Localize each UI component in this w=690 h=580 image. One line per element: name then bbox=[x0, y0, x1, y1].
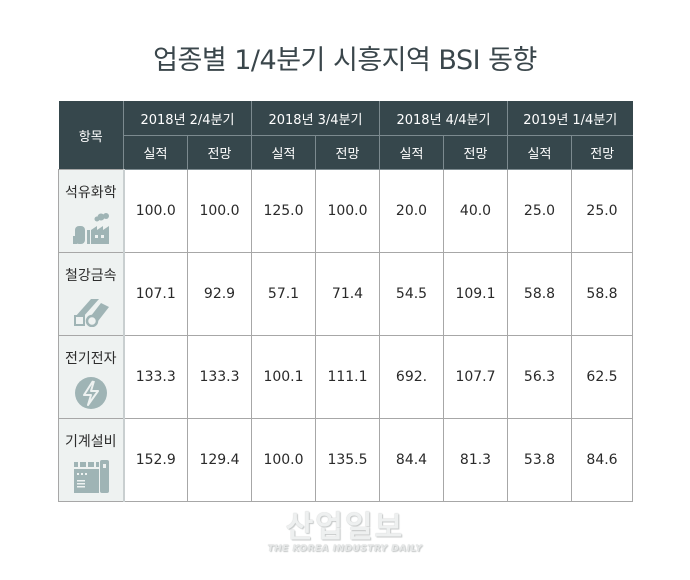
period-header: 2018년 2/4분기 bbox=[123, 101, 252, 136]
value-cell: 692. bbox=[379, 335, 444, 419]
sub-header-forecast: 전망 bbox=[315, 135, 380, 170]
sub-header-actual: 실적 bbox=[379, 135, 444, 170]
value-cell: 40.0 bbox=[443, 169, 508, 253]
category-cell: 기계설비 bbox=[58, 418, 125, 502]
category-cell: 철강금속 bbox=[58, 252, 125, 336]
category-cell: 석유화학 bbox=[58, 169, 125, 253]
value-cell: 62.5 bbox=[571, 335, 633, 419]
sub-header-actual: 실적 bbox=[123, 135, 188, 170]
value-cell: 111.1 bbox=[315, 335, 380, 419]
watermark-english: THE KOREA INDUSTRY DAILY bbox=[267, 544, 423, 554]
item-header: 항목 bbox=[58, 101, 124, 170]
table-row: 전기전자 133.3 133.3 100.1 111.1 692. 107.7 … bbox=[58, 335, 633, 419]
watermark-korean: 산업일보 bbox=[285, 510, 405, 545]
value-cell: 129.4 bbox=[187, 418, 252, 502]
value-cell: 100.0 bbox=[187, 169, 252, 253]
value-cell: 20.0 bbox=[379, 169, 444, 253]
table-row: 기계설비 152.9 129.4 100.0 135.5 84.4 81.3 5 bbox=[58, 418, 633, 502]
sub-header-actual: 실적 bbox=[251, 135, 316, 170]
category-label: 기계설비 bbox=[64, 434, 117, 450]
value-cell: 133.3 bbox=[123, 335, 188, 419]
period-header: 2018년 4/4분기 bbox=[379, 101, 508, 136]
value-cell: 71.4 bbox=[315, 252, 380, 336]
value-cell: 100.0 bbox=[123, 169, 188, 253]
factory-icon bbox=[72, 213, 109, 244]
category-label: 철강금속 bbox=[64, 268, 117, 284]
value-cell: 84.4 bbox=[379, 418, 444, 502]
value-cell: 58.8 bbox=[507, 252, 572, 336]
value-cell: 92.9 bbox=[187, 252, 252, 336]
value-cell: 100.0 bbox=[315, 169, 380, 253]
value-cell: 81.3 bbox=[443, 418, 508, 502]
value-cell: 135.5 bbox=[315, 418, 380, 502]
value-cell: 100.0 bbox=[251, 418, 316, 502]
table-row: 석유화학 100.0 100.0 125.0 100.0 20.0 40.0 2… bbox=[58, 169, 633, 253]
value-cell: 25.0 bbox=[507, 169, 572, 253]
value-cell: 58.8 bbox=[571, 252, 633, 336]
value-cell: 133.3 bbox=[187, 335, 252, 419]
machine-icon bbox=[73, 460, 109, 493]
steel-pipe-icon bbox=[73, 299, 109, 327]
category-label: 전기전자 bbox=[64, 351, 117, 367]
value-cell: 109.1 bbox=[443, 252, 508, 336]
sub-header-forecast: 전망 bbox=[571, 135, 633, 170]
page-title: 업종별 1/4분기 시흥지역 BSI 동향 bbox=[153, 45, 537, 76]
value-cell: 100.1 bbox=[251, 335, 316, 419]
category-label: 석유화학 bbox=[64, 185, 117, 201]
bsi-table: 항목 2018년 2/4분기 2018년 3/4분기 2018년 4/4분기 2… bbox=[58, 101, 633, 502]
value-cell: 56.3 bbox=[507, 335, 572, 419]
period-header: 2018년 3/4분기 bbox=[251, 101, 380, 136]
value-cell: 57.1 bbox=[251, 252, 316, 336]
sub-header-forecast: 전망 bbox=[187, 135, 252, 170]
value-cell: 84.6 bbox=[571, 418, 633, 502]
category-cell: 전기전자 bbox=[58, 335, 125, 419]
value-cell: 107.7 bbox=[443, 335, 508, 419]
table-row: 철강금속 107.1 92.9 57.1 71.4 54.5 109.1 58.… bbox=[58, 252, 633, 336]
value-cell: 54.5 bbox=[379, 252, 444, 336]
value-cell: 53.8 bbox=[507, 418, 572, 502]
value-cell: 125.0 bbox=[251, 169, 316, 253]
value-cell: 152.9 bbox=[123, 418, 188, 502]
lightning-icon bbox=[74, 377, 107, 409]
value-cell: 25.0 bbox=[571, 169, 633, 253]
sub-header-forecast: 전망 bbox=[443, 135, 508, 170]
period-header: 2019년 1/4분기 bbox=[507, 101, 633, 136]
value-cell: 107.1 bbox=[123, 252, 188, 336]
sub-header-actual: 실적 bbox=[507, 135, 572, 170]
watermark-logo: 산업일보 THE KOREA INDUSTRY DAILY bbox=[250, 510, 440, 555]
